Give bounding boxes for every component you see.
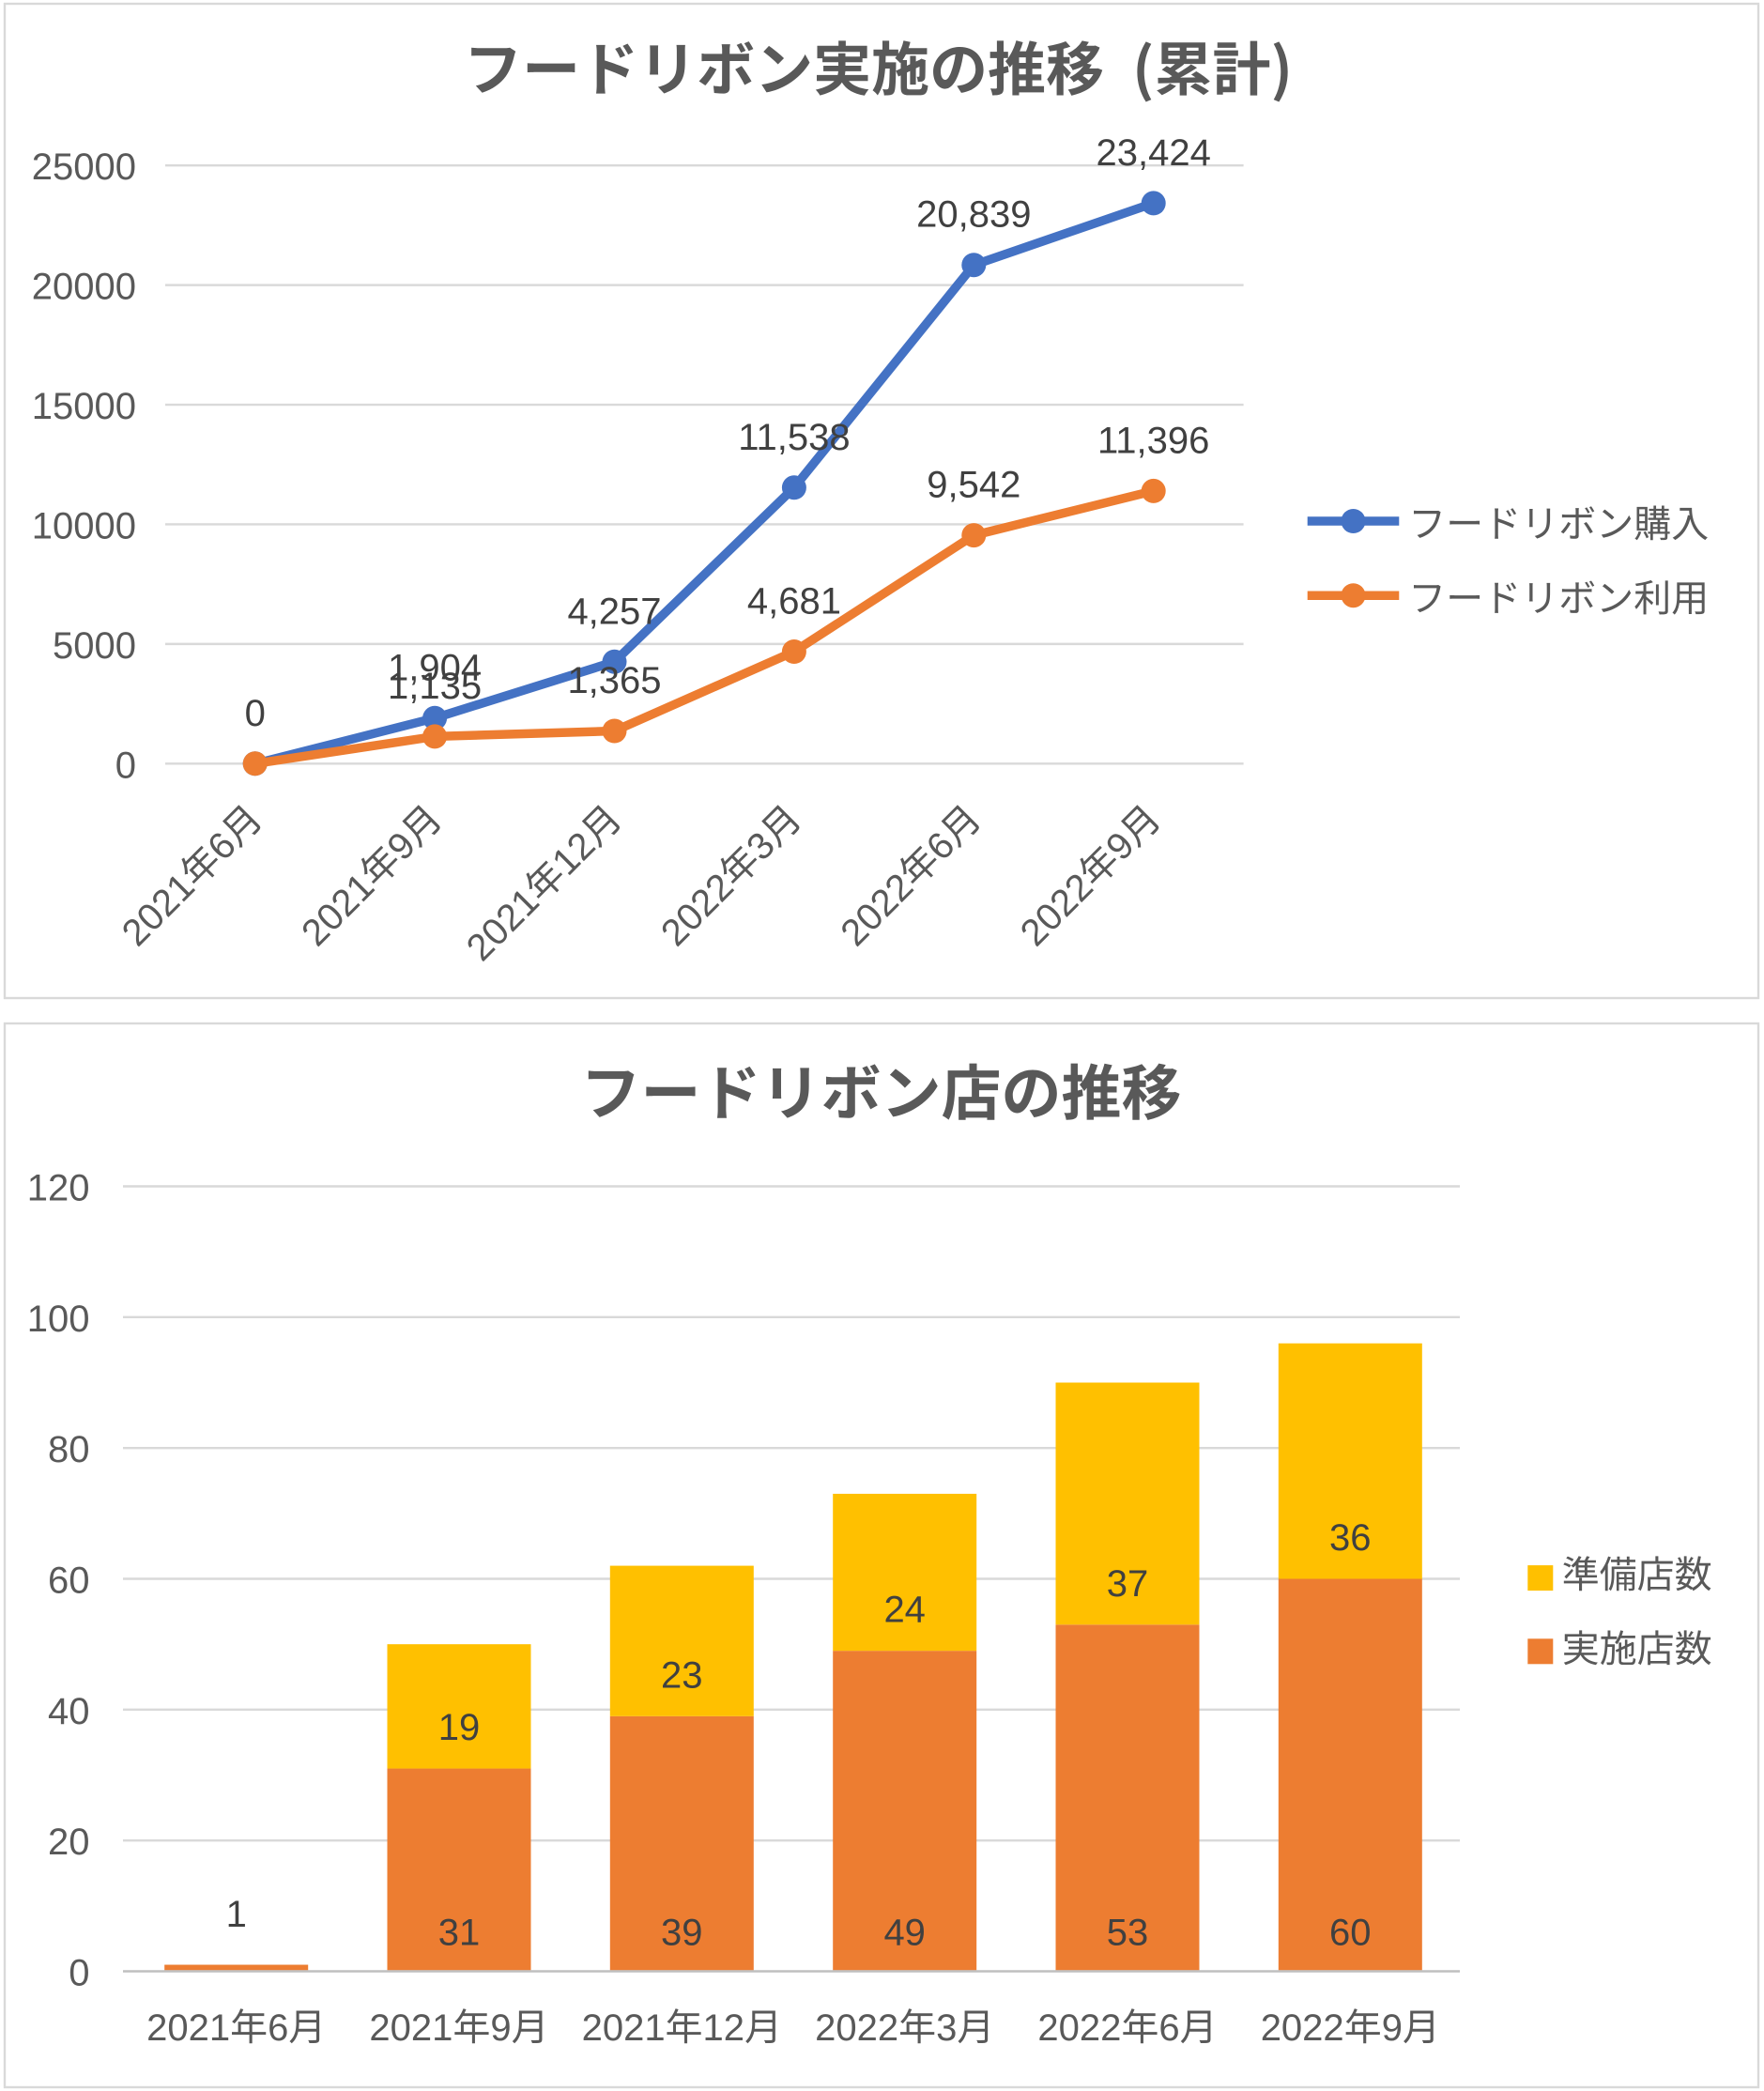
svg-text:2021: 2021	[146, 2007, 230, 2049]
svg-text:3: 3	[936, 2007, 957, 2049]
svg-text:9,542: 9,542	[927, 465, 1020, 506]
svg-text:6: 6	[1158, 2007, 1179, 2049]
svg-text:5000: 5000	[53, 625, 136, 667]
svg-text:100: 100	[27, 1299, 90, 1340]
svg-text:6: 6	[268, 2007, 288, 2049]
svg-text:9: 9	[490, 2007, 511, 2049]
svg-text:23: 23	[661, 1654, 703, 1696]
svg-text:1,135: 1,135	[388, 666, 482, 707]
svg-text:4,681: 4,681	[747, 581, 841, 623]
svg-text:15000: 15000	[32, 386, 136, 427]
svg-text:2021: 2021	[369, 2007, 453, 2049]
svg-text:2022: 2022	[1037, 2007, 1121, 2049]
svg-text:19: 19	[438, 1707, 481, 1748]
svg-text:0: 0	[69, 1953, 89, 1994]
svg-text:120: 120	[27, 1168, 90, 1209]
svg-text:1: 1	[226, 1894, 247, 1935]
svg-text:31: 31	[438, 1913, 481, 1954]
svg-text:53: 53	[1107, 1913, 1149, 1954]
svg-text:20,839: 20,839	[916, 194, 1031, 236]
svg-text:0: 0	[245, 693, 266, 734]
svg-text:11,538: 11,538	[738, 417, 850, 458]
svg-text:9: 9	[1382, 2007, 1403, 2049]
svg-text:10000: 10000	[32, 506, 136, 547]
svg-text:40: 40	[48, 1691, 90, 1732]
svg-text:2021: 2021	[582, 2007, 666, 2049]
svg-text:36: 36	[1329, 1517, 1372, 1559]
svg-text:60: 60	[48, 1561, 90, 1602]
svg-text:1,904: 1,904	[388, 647, 482, 688]
svg-text:11,396: 11,396	[1097, 420, 1209, 461]
svg-text:24: 24	[883, 1590, 926, 1631]
svg-text:1,365: 1,365	[567, 660, 661, 701]
svg-text:39: 39	[661, 1913, 703, 1954]
svg-text:37: 37	[1107, 1563, 1149, 1605]
svg-text:49: 49	[883, 1913, 926, 1954]
svg-text:20000: 20000	[32, 267, 136, 308]
svg-text:23,424: 23,424	[1097, 132, 1211, 174]
svg-text:4,257: 4,257	[567, 591, 661, 632]
svg-text:0: 0	[115, 745, 136, 786]
svg-text:60: 60	[1329, 1913, 1372, 1954]
svg-text:12: 12	[703, 2007, 745, 2049]
svg-text:80: 80	[48, 1429, 90, 1470]
svg-text:25000: 25000	[32, 146, 136, 188]
svg-text:20: 20	[48, 1822, 90, 1863]
svg-text:2022: 2022	[815, 2007, 898, 2049]
svg-text:2022: 2022	[1261, 2007, 1344, 2049]
